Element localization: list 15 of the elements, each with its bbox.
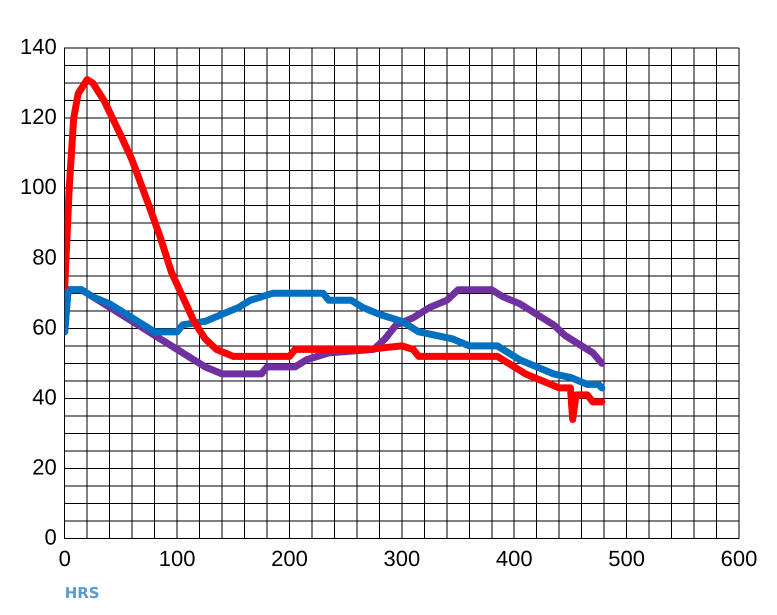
y-tick-label: 20 bbox=[32, 454, 57, 480]
y-tick-label: 60 bbox=[32, 314, 57, 340]
x-tick-label: 100 bbox=[158, 546, 196, 571]
y-tick-label: 80 bbox=[32, 244, 57, 270]
x-axis-title: HRS bbox=[64, 584, 100, 602]
x-tick-label: 200 bbox=[271, 546, 308, 571]
y-tick-label: 40 bbox=[32, 384, 57, 410]
x-tick-label: 600 bbox=[720, 546, 758, 571]
x-tick-label: 500 bbox=[608, 546, 645, 571]
y-tick-label: 100 bbox=[20, 174, 57, 200]
y-tick-label: 0 bbox=[44, 524, 57, 550]
x-tick-label: 400 bbox=[496, 546, 533, 571]
x-tick-label: 300 bbox=[383, 546, 420, 571]
y-tick-label: 120 bbox=[20, 104, 57, 130]
y-tick-label: 140 bbox=[20, 34, 57, 60]
